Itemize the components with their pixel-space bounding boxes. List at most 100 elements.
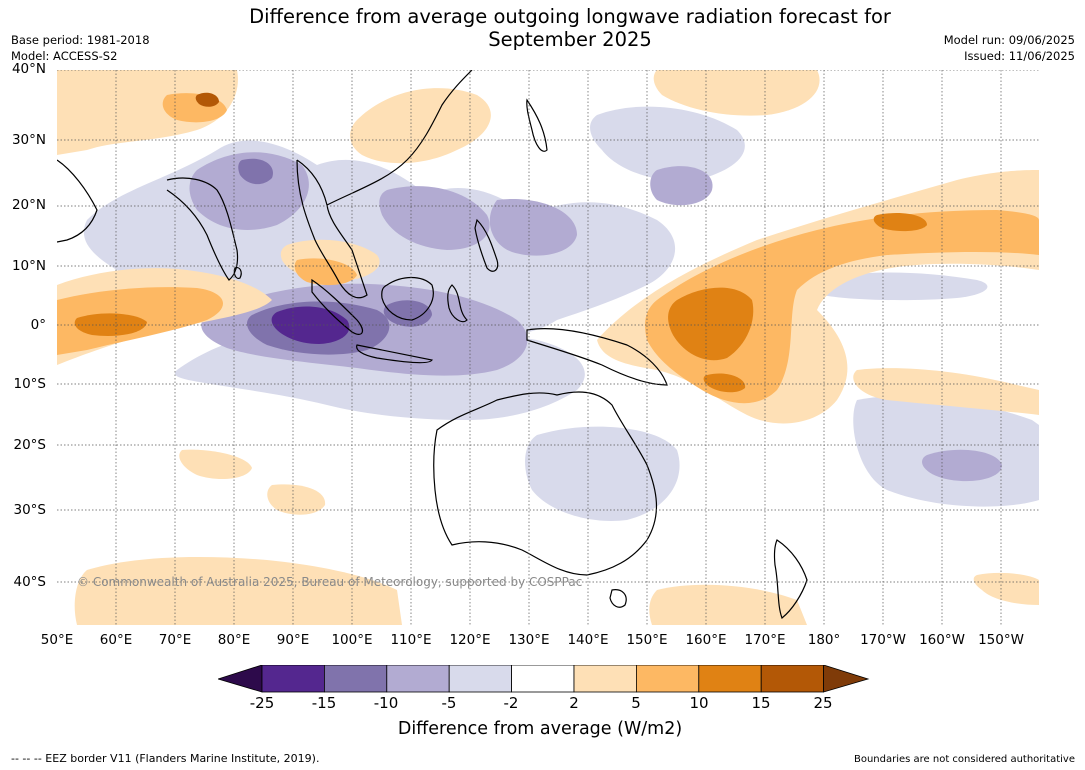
colorbar-max-extension bbox=[823, 665, 870, 693]
anomaly-region bbox=[189, 152, 309, 230]
copyright-text: © Commonwealth of Australia 2025, Bureau… bbox=[77, 575, 583, 589]
lon-label: 170°E bbox=[744, 632, 786, 648]
coastline-sulawesi bbox=[447, 284, 468, 323]
lon-label: 90°E bbox=[276, 632, 310, 648]
anomaly-region bbox=[74, 557, 402, 625]
coastline-new-guinea bbox=[526, 328, 668, 386]
coastline-japan bbox=[526, 98, 548, 152]
colorbar-segment bbox=[511, 665, 575, 693]
map-canvas bbox=[57, 70, 1039, 625]
anomaly-region bbox=[179, 449, 252, 480]
anomaly-region bbox=[653, 70, 820, 116]
anomaly-region bbox=[973, 572, 1039, 605]
colorbar-tick-label: -25 bbox=[249, 694, 275, 712]
coastline-tasmania bbox=[609, 589, 627, 608]
anomaly-region bbox=[350, 88, 491, 164]
lon-label: 160°W bbox=[919, 632, 965, 648]
colorbar-segment bbox=[760, 665, 825, 693]
anomaly-region bbox=[649, 584, 807, 625]
colorbar-tick-label: 25 bbox=[813, 694, 833, 712]
colorbar-min-extension bbox=[218, 665, 263, 693]
base-period-text: Base period: 1981-2018 bbox=[11, 33, 150, 47]
lon-label: 70°E bbox=[158, 632, 192, 648]
coastline-southeast-asia bbox=[296, 159, 368, 299]
colorbar-tick-label: -10 bbox=[373, 694, 399, 712]
lon-label: 80°E bbox=[217, 632, 251, 648]
colorbar-tick-label: -2 bbox=[503, 694, 519, 712]
anomaly-region bbox=[525, 426, 680, 521]
colorbar-segment bbox=[261, 665, 325, 693]
lon-label: 180° bbox=[807, 632, 841, 648]
title-line-1: Difference from average outgoing longwav… bbox=[249, 5, 891, 28]
colorbar-segment bbox=[635, 665, 700, 693]
anomaly-region bbox=[853, 368, 1039, 415]
meta-right: Model run: 09/06/2025 Issued: 11/06/2025 bbox=[944, 32, 1075, 64]
lat-label: 30°S bbox=[13, 502, 47, 518]
anomaly-region bbox=[267, 484, 326, 515]
lat-label: 10°S bbox=[13, 376, 47, 392]
lon-label: 140°E bbox=[567, 632, 609, 648]
colorbar-segment bbox=[698, 665, 762, 693]
colorbar-tick-label: 5 bbox=[631, 694, 641, 712]
colorbar-label: Difference from average (W/m2) bbox=[397, 719, 683, 739]
coastline-india bbox=[166, 177, 239, 281]
anomaly-region bbox=[383, 300, 432, 327]
coastline-arabia bbox=[57, 159, 98, 243]
anomaly-region bbox=[195, 92, 219, 107]
positive-anomaly-strong-layer bbox=[195, 92, 219, 107]
coastline-sri-lanka bbox=[233, 267, 242, 279]
lon-label: 100°E bbox=[331, 632, 373, 648]
colorbar-tick-label: 15 bbox=[751, 694, 771, 712]
lon-label: 50°E bbox=[40, 632, 74, 648]
lat-label: 20°N bbox=[11, 197, 46, 213]
lon-label: 170°W bbox=[860, 632, 906, 648]
lat-label: 20°S bbox=[13, 437, 47, 453]
anomaly-region bbox=[294, 258, 357, 286]
coastline-china bbox=[326, 70, 473, 206]
model-run-text: Model run: 09/06/2025 bbox=[943, 33, 1075, 47]
anomaly-region bbox=[489, 199, 577, 256]
coastline-sumatra bbox=[311, 278, 364, 335]
colorbar-segment bbox=[324, 665, 388, 693]
lon-label: 60°E bbox=[99, 632, 133, 648]
colorbar-segment bbox=[386, 665, 450, 693]
lat-label: 30°N bbox=[11, 132, 46, 148]
issued-text: Issued: 11/06/2025 bbox=[964, 49, 1075, 63]
anomaly-region bbox=[668, 287, 754, 361]
colorbar-tick-label: -15 bbox=[311, 694, 337, 712]
coastline-new-zealand bbox=[773, 539, 808, 619]
anomaly-region bbox=[379, 186, 490, 250]
lon-label: 160°E bbox=[685, 632, 727, 648]
anomaly-region bbox=[238, 158, 273, 185]
lon-label: 150°W bbox=[978, 632, 1024, 648]
anomaly-region bbox=[57, 70, 238, 155]
lon-label: 130°E bbox=[508, 632, 550, 648]
lat-label: 40°N bbox=[11, 61, 46, 77]
chart-title: Difference from average outgoing longwav… bbox=[170, 5, 970, 51]
lon-label: 120°E bbox=[449, 632, 491, 648]
colorbar bbox=[218, 665, 870, 693]
anomaly-region bbox=[645, 210, 1039, 404]
eez-note: -- -- -- EEZ border V11 (Flanders Marine… bbox=[11, 752, 320, 765]
positive-anomaly-dark-layer bbox=[74, 213, 927, 393]
title-line-2: September 2025 bbox=[488, 28, 652, 51]
colorbar-tick-label: 2 bbox=[569, 694, 579, 712]
colorbar-segment bbox=[573, 665, 637, 693]
colorbar-segment bbox=[448, 665, 512, 693]
map-gridlines bbox=[57, 70, 1039, 625]
colorbar-tick-label: -5 bbox=[441, 694, 457, 712]
colorbar-tick-label: 10 bbox=[689, 694, 709, 712]
anomaly-region bbox=[650, 166, 713, 206]
anomaly-region bbox=[873, 213, 927, 232]
coastline-java bbox=[356, 344, 433, 364]
coastline-borneo bbox=[381, 276, 434, 321]
map-panel bbox=[57, 70, 1039, 625]
lat-label: 0° bbox=[30, 317, 46, 333]
anomaly-region bbox=[810, 272, 988, 301]
lat-label: 40°S bbox=[13, 574, 47, 590]
model-text: Model: ACCESS-S2 bbox=[11, 49, 118, 63]
lat-label: 10°N bbox=[11, 258, 46, 274]
meta-left: Base period: 1981-2018 Model: ACCESS-S2 bbox=[11, 32, 150, 64]
coastline-philippines bbox=[474, 218, 499, 272]
boundary-disclaimer: Boundaries are not considered authoritat… bbox=[853, 754, 1075, 765]
